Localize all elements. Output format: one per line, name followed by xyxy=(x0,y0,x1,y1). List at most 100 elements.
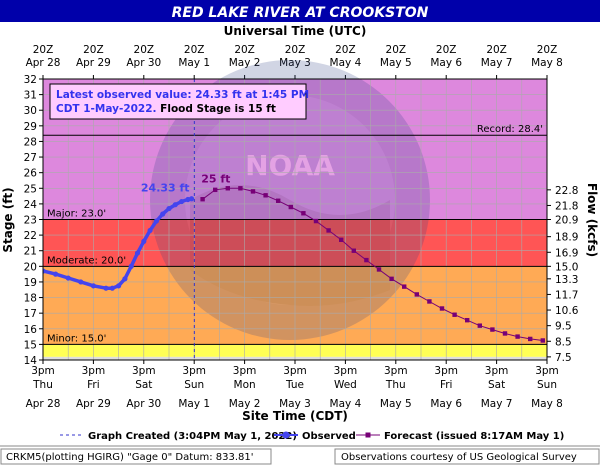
x-tick-label: Apr 29 xyxy=(76,398,111,410)
top-tick-label: 20Z xyxy=(83,44,104,56)
forecast-point xyxy=(225,186,230,191)
y2-tick-label: 16.9 xyxy=(555,247,578,259)
x-tick-label: May 4 xyxy=(330,398,362,410)
observed-point xyxy=(134,250,141,256)
observed-point xyxy=(122,276,128,282)
y-tick-label: 23 xyxy=(24,215,37,227)
y-tick-label: 16 xyxy=(24,324,38,336)
top-tick-label: 20Z xyxy=(234,44,255,56)
x-tick-label: May 5 xyxy=(380,398,412,410)
x-tick-label: May 6 xyxy=(430,398,462,410)
observed-latest-label: 24.33 ft xyxy=(141,182,190,195)
observed-point xyxy=(90,283,96,289)
top-tick-label: May 8 xyxy=(531,57,563,69)
observed-point xyxy=(116,283,122,289)
forecast-point xyxy=(339,237,344,242)
x-tick-label: Fri xyxy=(440,379,453,391)
y-tick-label: 32 xyxy=(24,74,37,86)
top-axis-title: Universal Time (UTC) xyxy=(224,24,367,38)
x-tick-label: Wed xyxy=(334,379,357,391)
forecast-point xyxy=(313,218,319,224)
legend-forecast-label: Forecast (issued 8:17AM May 1) xyxy=(384,431,564,442)
x-tick-label: Sat xyxy=(488,379,505,391)
svg-text:NOAA: NOAA xyxy=(245,149,335,182)
y2-tick-label: 9.5 xyxy=(555,321,572,333)
latest-value-annotation: Latest observed value: 24.33 ft at 1:45 … xyxy=(49,83,309,120)
x-tick-label: May 8 xyxy=(531,398,563,410)
forecast-point xyxy=(465,317,470,323)
y-tick-label: 20 xyxy=(24,261,37,273)
x-tick-label: 3pm xyxy=(283,365,307,377)
top-tick-label: Apr 29 xyxy=(76,57,111,69)
threshold-label-moderate: Moderate: 20.0' xyxy=(47,255,126,266)
top-tick-label: May 3 xyxy=(279,57,311,69)
top-tick-label: 20Z xyxy=(184,44,205,56)
x-tick-label: Apr 30 xyxy=(126,398,161,410)
observed-point xyxy=(65,275,71,281)
footer-datum-text: CRKM5(plotting HGIRG) "Gage 0" Datum: 83… xyxy=(6,452,254,463)
y-tick-label: 28 xyxy=(24,136,37,148)
forecast-point xyxy=(364,257,369,263)
x-tick-label: May 7 xyxy=(481,398,513,410)
y-tick-label: 25 xyxy=(24,183,37,195)
annotation-line2: CDT 1-May-2022. xyxy=(56,103,157,115)
forecast-peak-label: 25 ft xyxy=(201,172,230,185)
y-tick-label: 18 xyxy=(24,293,37,305)
y2-tick-label: 18.9 xyxy=(555,232,578,244)
bottom-axis-title: Site Time (CDT) xyxy=(242,409,348,423)
forecast-point xyxy=(477,323,482,328)
x-tick-label: 3pm xyxy=(535,365,559,377)
y-tick-label: 15 xyxy=(24,339,37,351)
y2-tick-label: 15.0 xyxy=(555,261,578,273)
forecast-series-line xyxy=(202,187,543,341)
y2-axis-title: Flow (kcfs) xyxy=(585,183,599,257)
forecast-point xyxy=(502,331,508,336)
y2-tick-label: 20.9 xyxy=(555,215,578,227)
forecast-point xyxy=(439,306,445,311)
x-tick-label: Fri xyxy=(87,379,100,391)
y-tick-label: 19 xyxy=(24,277,37,289)
top-tick-label: May 1 xyxy=(178,57,210,69)
footer-credit-box xyxy=(334,448,600,465)
chart-series xyxy=(43,186,545,343)
y2-tick-label: 22.8 xyxy=(555,185,578,197)
observed-point xyxy=(109,285,115,291)
y-tick-label: 30 xyxy=(24,105,37,117)
x-tick-label: 3pm xyxy=(31,365,55,377)
x-tick-label: May 1 xyxy=(178,398,210,410)
legend-observed-marker xyxy=(282,431,290,439)
top-tick-label: 20Z xyxy=(335,44,356,56)
top-tick-label: 20Z xyxy=(134,44,155,56)
forecast-point xyxy=(452,312,457,317)
forecast-point xyxy=(276,198,281,203)
y2-tick-label: 13.3 xyxy=(555,274,578,286)
y-tick-label: 29 xyxy=(24,121,37,133)
x-tick-label: Sun xyxy=(537,379,557,391)
legend: Graph Created (3:04PM May 1, 2022) Obser… xyxy=(60,431,564,442)
y2-tick-label: 21.8 xyxy=(555,200,578,212)
y-tick-label: 14 xyxy=(24,355,38,367)
top-tick-label: May 4 xyxy=(330,57,362,69)
x-tick-label: 3pm xyxy=(132,365,156,377)
annotation-line1: Latest observed value: 24.33 ft at 1:45 … xyxy=(56,89,309,101)
threshold-label-major: Major: 23.0' xyxy=(47,209,106,220)
top-tick-label: May 7 xyxy=(481,57,513,69)
forecast-point xyxy=(326,228,331,233)
observed-point xyxy=(179,198,185,205)
y-axis-title: Stage (ft) xyxy=(1,187,15,252)
legend-created-label: Graph Created (3:04PM May 1, 2022) xyxy=(88,431,297,442)
y-tick-label: 31 xyxy=(24,90,37,102)
y-tick-label: 24 xyxy=(24,199,38,211)
observed-point xyxy=(103,285,109,291)
forecast-point xyxy=(427,299,432,304)
title-banner xyxy=(0,0,600,22)
forecast-point xyxy=(351,248,356,253)
y2-tick-label: 10.6 xyxy=(555,305,579,317)
y2-tick-label: 11.7 xyxy=(555,289,578,301)
forecast-point xyxy=(250,189,256,194)
y-tick-label: 22 xyxy=(24,230,37,242)
flood-thresholds: Record: 28.4' Major: 23.0' Moderate: 20.0'… xyxy=(43,124,547,345)
forecast-point xyxy=(376,267,382,272)
